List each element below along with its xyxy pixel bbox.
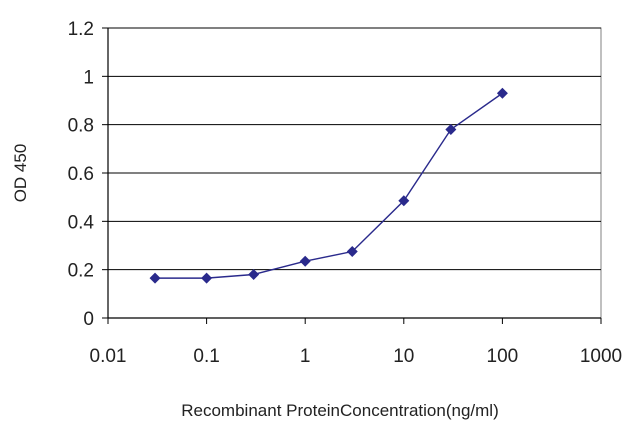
x-tick-label: 1000	[580, 346, 622, 367]
y-axis-title: OD 450	[11, 144, 30, 203]
y-tick-label: 0.4	[68, 212, 95, 233]
y-tick-label: 0.8	[68, 116, 94, 137]
y-tick-label: 1.2	[68, 19, 94, 40]
data-point-marker	[445, 124, 457, 135]
x-tick-label: 0.1	[193, 346, 219, 367]
x-tick-label: 0.01	[90, 346, 127, 367]
series-line	[149, 87, 508, 284]
y-tick-label: 0	[83, 309, 94, 330]
gridlines	[108, 27, 601, 271]
data-point-marker	[496, 87, 508, 99]
data-point-marker	[248, 269, 260, 280]
data-point-marker	[299, 255, 311, 267]
x-tick-label: 100	[487, 346, 519, 367]
data-point-marker	[149, 272, 161, 284]
y-tick-labels: 0 0.2 0.4 0.6 0.8 1 1.2	[68, 19, 108, 330]
data-point-marker	[398, 195, 410, 207]
series-line-path	[155, 92, 503, 279]
data-point-marker	[201, 272, 213, 284]
y-tick-label: 0.2	[68, 261, 94, 282]
x-tick-labels: 0.01 0.1 1 10 100 1000	[90, 318, 622, 367]
x-axis-title: Recombinant ProteinConcentration(ng/ml)	[181, 401, 499, 420]
y-tick-label: 1	[83, 67, 94, 88]
x-tick-label: 10	[393, 346, 414, 367]
x-tick-label: 1	[300, 346, 311, 367]
y-tick-label: 0.6	[68, 164, 94, 185]
data-point-marker	[346, 246, 358, 258]
